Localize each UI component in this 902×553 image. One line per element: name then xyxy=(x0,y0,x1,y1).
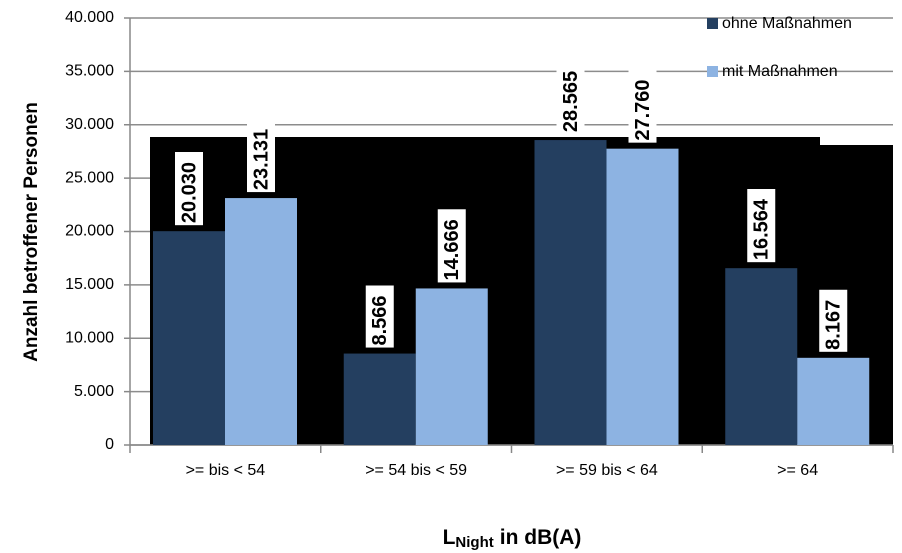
value-label-box xyxy=(365,285,394,348)
value-label: 16.564 xyxy=(751,198,773,260)
x-axis-title-sub: Night xyxy=(455,534,493,551)
bar xyxy=(415,288,488,445)
value-label: 20.030 xyxy=(178,162,200,223)
y-tick-label: 0 xyxy=(105,436,114,453)
x-axis-title-main: L xyxy=(443,526,456,549)
bar xyxy=(225,198,297,445)
bar xyxy=(534,140,607,446)
x-tick-label: >= bis < 54 xyxy=(186,462,266,479)
value-label: 14.666 xyxy=(441,219,463,280)
y-tick-label: 40.000 xyxy=(65,9,114,26)
value-label: 27.760 xyxy=(632,79,654,140)
value-label-box xyxy=(247,118,275,193)
x-tick-label: >= 54 bis < 59 xyxy=(365,462,467,479)
value-label-box xyxy=(175,152,203,226)
y-axis-title: Anzahl betroffener Personen xyxy=(21,102,42,362)
bar xyxy=(153,231,225,445)
y-tick-label: 5.000 xyxy=(74,383,114,400)
legend-label: mit Maßnahmen xyxy=(722,63,838,80)
y-tick-label: 35.000 xyxy=(65,63,114,80)
value-label: 8.566 xyxy=(369,295,391,345)
value-label: 8.167 xyxy=(823,300,845,350)
y-tick-label: 25.000 xyxy=(65,169,114,186)
y-tick-label: 10.000 xyxy=(65,329,114,346)
bar xyxy=(343,353,416,445)
x-axis-title: LNight in dB(A) xyxy=(443,526,582,551)
bar xyxy=(725,268,798,445)
y-tick-label: 20.000 xyxy=(65,223,114,240)
legend-swatch xyxy=(707,18,718,29)
x-axis-title-rest: in dB(A) xyxy=(500,526,582,549)
value-label: 23.131 xyxy=(250,129,272,190)
value-label: 28.565 xyxy=(560,71,582,132)
x-tick-label: >= 59 bis < 64 xyxy=(556,462,658,479)
x-tick-label: >= 64 xyxy=(777,462,818,479)
bar xyxy=(797,357,870,445)
legend-label: ohne Maßnahmen xyxy=(722,15,852,32)
bar xyxy=(606,148,679,446)
value-label-box xyxy=(628,69,657,143)
value-label-box xyxy=(437,209,466,283)
value-label-box xyxy=(819,289,848,352)
legend-swatch xyxy=(707,66,718,77)
value-label-box xyxy=(747,189,776,263)
y-tick-label: 30.000 xyxy=(65,116,114,133)
y-tick-label: 15.000 xyxy=(65,276,114,293)
value-label-box xyxy=(556,60,585,135)
plot-background xyxy=(150,137,893,445)
